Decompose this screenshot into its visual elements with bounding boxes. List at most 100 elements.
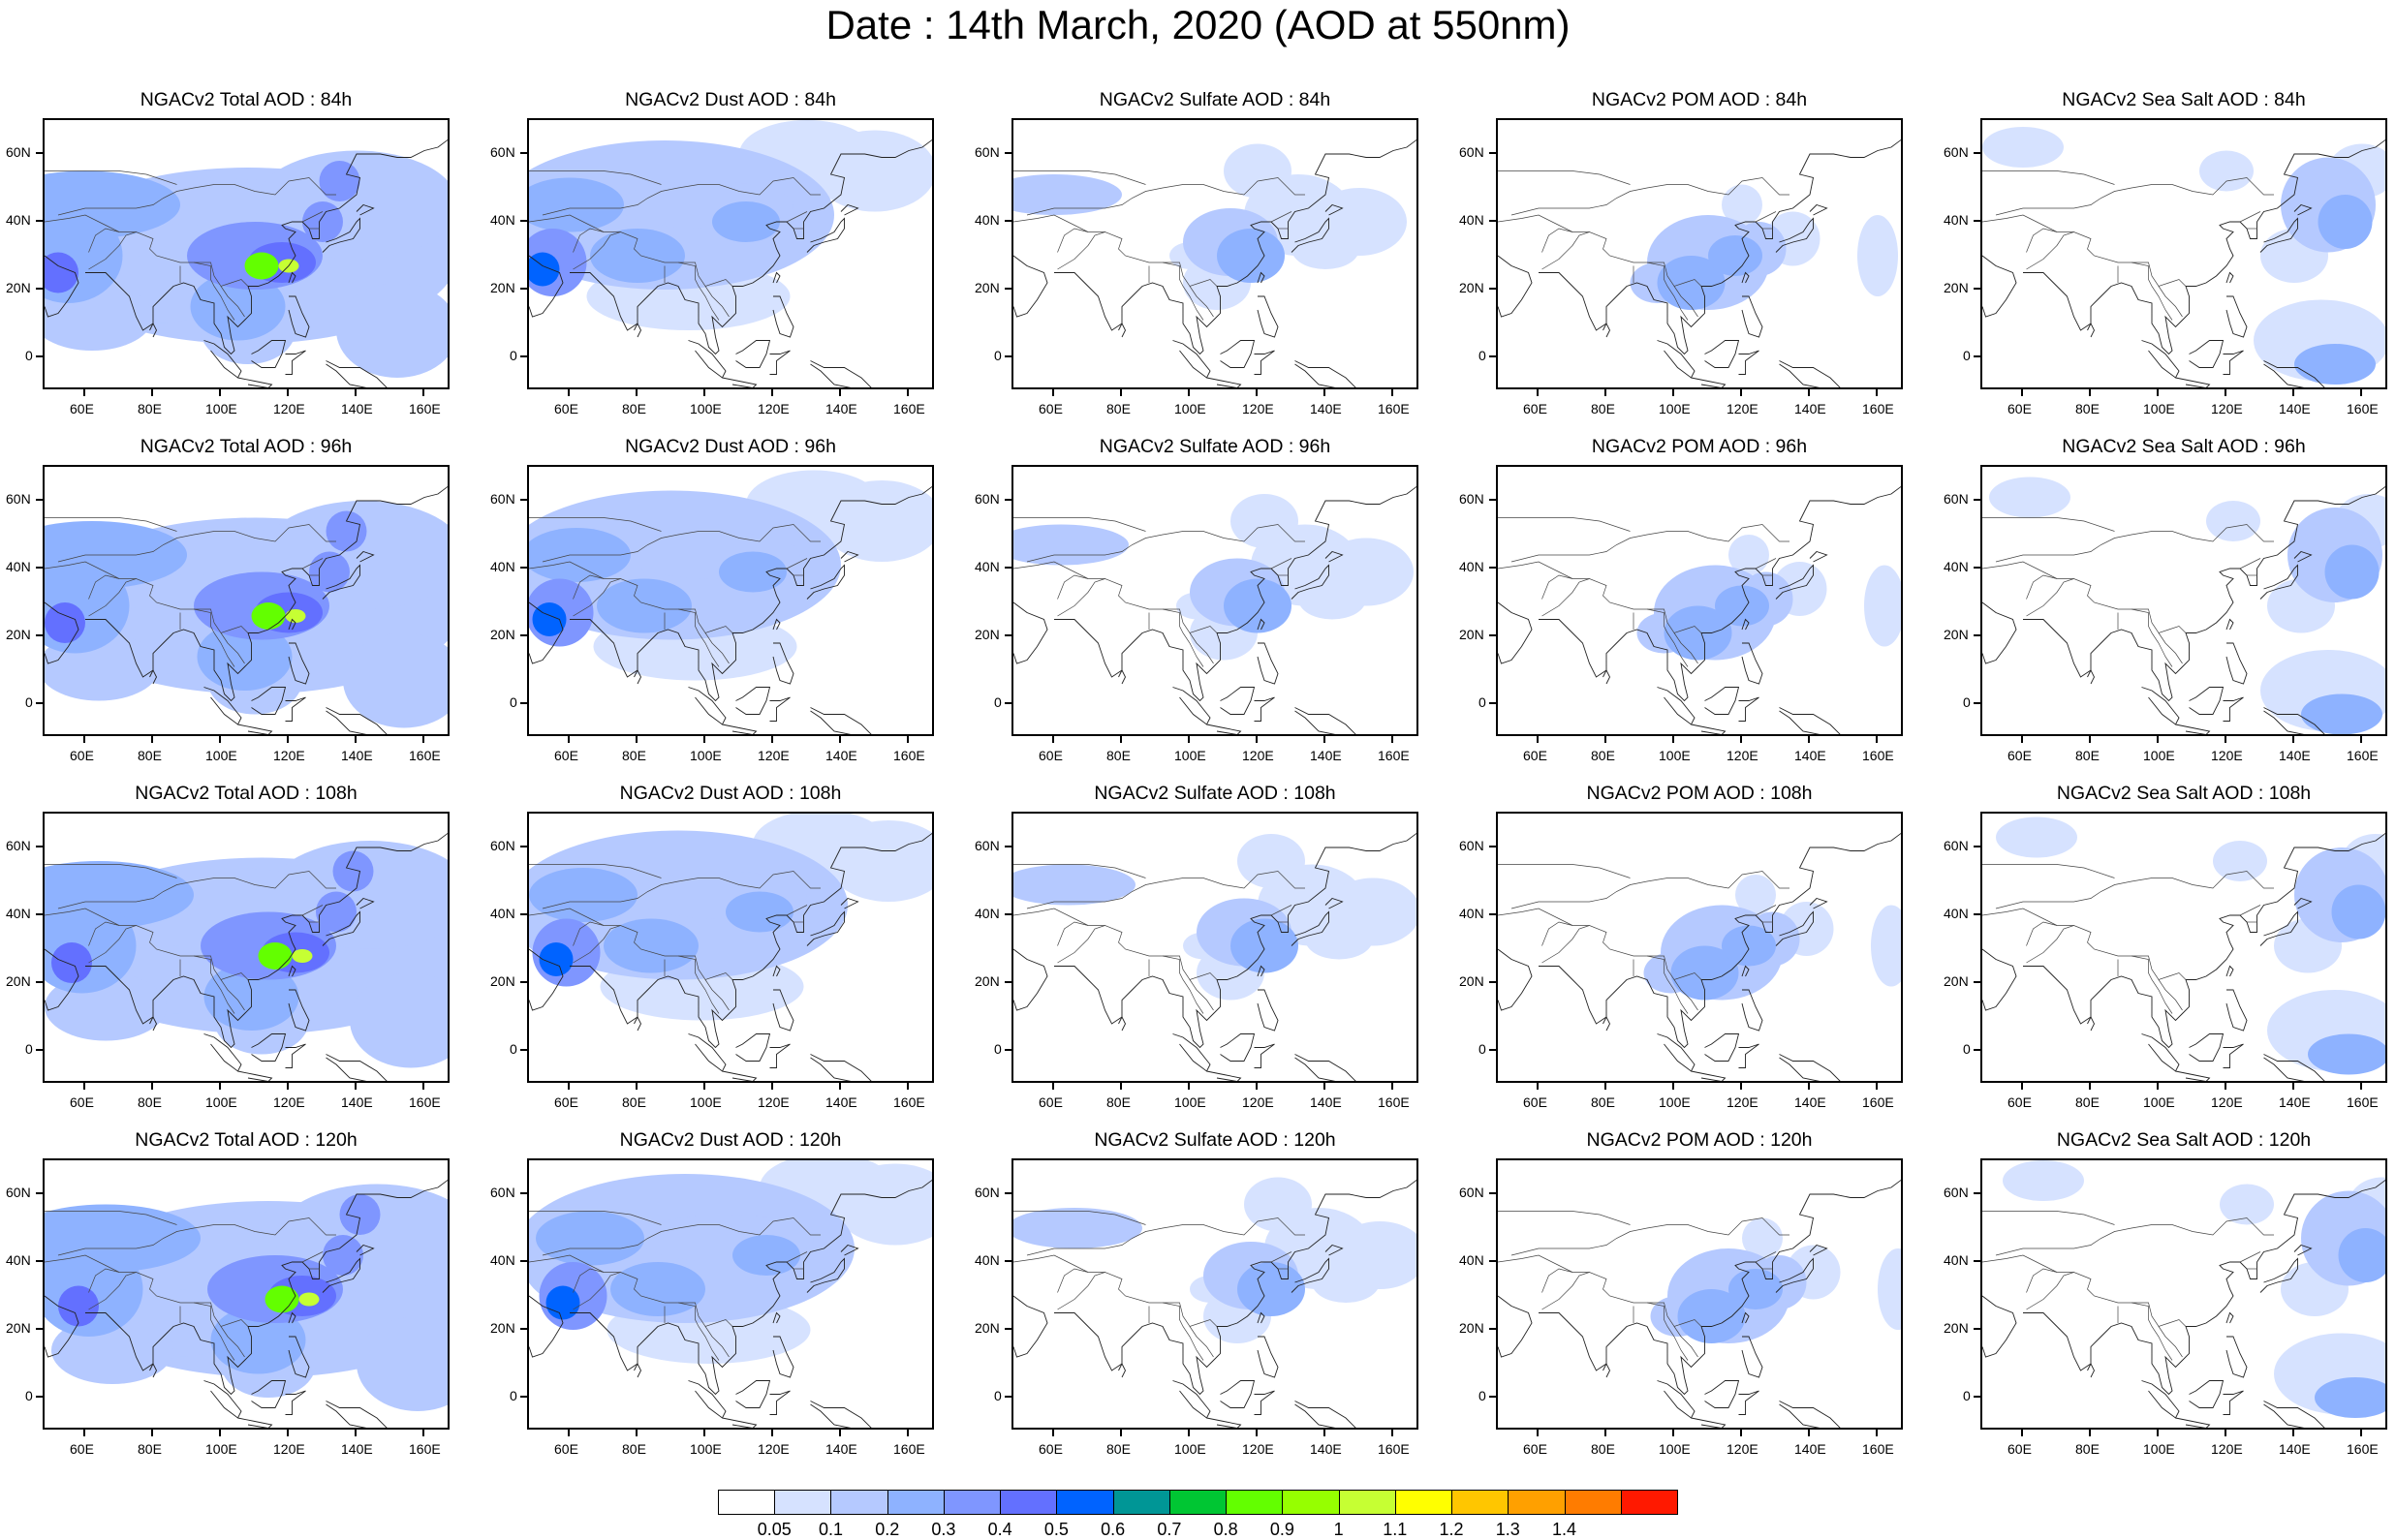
lon-tick-mark (287, 1083, 289, 1090)
lon-tick-mark (2225, 1083, 2226, 1090)
lat-tick-label: 40N (975, 212, 1000, 228)
lat-tick-mark (1005, 1049, 1011, 1051)
country-border (1510, 1217, 1789, 1256)
lat-tick-mark (36, 1260, 43, 1262)
map-panel: NGACv2 Sulfate AOD : 84h 60E 80E 100E 120E 14… (975, 89, 1477, 428)
coastline (1054, 1179, 1416, 1396)
aod-contour (2213, 841, 2267, 881)
lon-tick-mark (1052, 1083, 1054, 1090)
lat-tick-label: 60N (490, 144, 515, 160)
lon-tick-mark (771, 1430, 773, 1436)
lat-tick-label: 60N (6, 144, 31, 160)
coastline (2023, 832, 2385, 1049)
coastline (2263, 707, 2325, 734)
lat-tick-label: 60N (975, 838, 1000, 853)
colorbar-swatch (774, 1490, 832, 1515)
lon-tick-label: 100E (205, 1094, 237, 1110)
map-frame (527, 1158, 934, 1430)
country-border (1013, 1254, 1218, 1327)
lat-tick-label: 20N (490, 1320, 515, 1336)
lon-tick-mark (1604, 389, 1606, 396)
lon-tick-label: 60E (1523, 1094, 1547, 1110)
lat-tick-label: 40N (6, 559, 31, 574)
country-border (573, 925, 621, 964)
coastline (1294, 1054, 1356, 1081)
coastline (769, 1043, 791, 1068)
coastline (1741, 642, 1763, 685)
aod-contour (302, 201, 343, 242)
coastline (1779, 707, 1841, 734)
country-border (1646, 608, 1689, 667)
lon-tick-label: 160E (1862, 1441, 1894, 1457)
lon-tick-label: 80E (1106, 1094, 1131, 1110)
lat-tick-mark (1974, 1049, 1980, 1051)
lon-tick-mark (1323, 389, 1325, 396)
lat-tick-mark (1489, 981, 1496, 983)
lat-tick-mark (36, 913, 43, 915)
coastline (1054, 139, 1416, 355)
country-border (45, 517, 177, 532)
colorbar-label: 0.9 (1269, 1520, 1294, 1539)
country-border (1162, 955, 1204, 1014)
map-panel: NGACv2 Sea Salt AOD : 84h 60E 80E 100E 120E 1… (1944, 89, 2396, 428)
lat-tick-label: 20N (1944, 1320, 1969, 1336)
country-border (677, 1302, 720, 1361)
coastline (1738, 696, 1759, 722)
country-border (301, 905, 324, 916)
country-border (57, 871, 336, 909)
coastline (1254, 696, 1275, 722)
lon-tick-mark (151, 736, 153, 743)
lon-tick-mark (2021, 1430, 2023, 1436)
lat-tick-mark (1974, 1328, 1980, 1330)
country-border (1755, 1251, 1777, 1263)
lon-tick-mark (1808, 1083, 1810, 1090)
coastline (2225, 989, 2248, 1032)
coastline (251, 340, 287, 368)
figure-title: Date : 14th March, 2020 (AOD at 550nm) (825, 2, 1571, 47)
aod-contour (1291, 229, 1359, 269)
coastline (772, 965, 781, 977)
lat-tick-label: 0 (994, 1388, 1002, 1403)
lat-tick-label: 60N (490, 491, 515, 507)
lon-tick-mark (1052, 736, 1054, 743)
coastline (1254, 1043, 1275, 1068)
map-panel: NGACv2 Sea Salt AOD : 96h 60E 80E 100E 120E 1… (1944, 436, 2396, 775)
lon-tick-label: 80E (1591, 1094, 1615, 1110)
country-border (88, 1268, 120, 1293)
coastline (570, 139, 932, 355)
coastline (1603, 668, 1611, 685)
lat-tick-mark (1005, 1328, 1011, 1330)
coastline (2141, 340, 2180, 379)
lat-tick-mark (1489, 702, 1496, 704)
coastline (1603, 322, 1611, 338)
lon-tick-mark (355, 736, 357, 743)
coastline (288, 1311, 296, 1324)
aod-contour (604, 918, 699, 973)
country-border (88, 578, 137, 617)
lon-tick-mark (1256, 736, 1258, 743)
coastline (1539, 1179, 1901, 1396)
lat-tick-mark (36, 1396, 43, 1398)
aod-contour (2220, 1184, 2274, 1225)
colorbar-swatch (1394, 1490, 1453, 1515)
aod-contour (332, 850, 374, 892)
country-border (1189, 632, 1214, 664)
coastline (285, 350, 306, 375)
lon-tick-mark (1323, 1430, 1325, 1436)
lat-tick-mark (520, 846, 527, 847)
coastline (1704, 687, 1740, 715)
lon-tick-label: 140E (2279, 748, 2311, 763)
coastline (2189, 1033, 2225, 1062)
coastline (1206, 377, 1242, 387)
aod-contour (2199, 150, 2254, 192)
coastline (2225, 618, 2234, 631)
coastline (2189, 340, 2225, 368)
lon-tick-label: 120E (2211, 748, 2243, 763)
lat-tick-mark (1974, 913, 1980, 915)
lon-tick-mark (1391, 1083, 1393, 1090)
coastline (288, 989, 310, 1032)
lon-tick-label: 120E (758, 1441, 790, 1457)
colorbar-swatch (887, 1490, 945, 1515)
country-border (1541, 578, 1590, 617)
coastline (1220, 340, 1256, 368)
